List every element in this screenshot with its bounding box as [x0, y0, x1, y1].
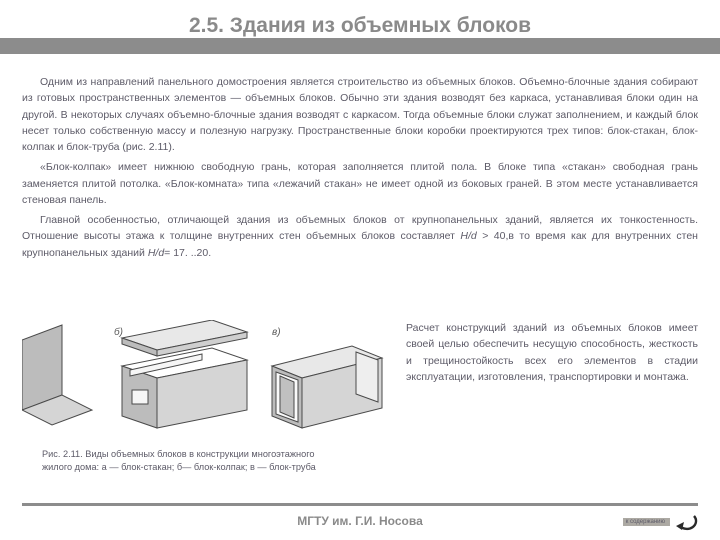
- figure-label-b: б): [114, 326, 123, 338]
- figure-label-v: в): [272, 327, 281, 338]
- paragraph-1: Одним из направлений панельного домостро…: [22, 74, 698, 155]
- figure-column: б) в): [22, 320, 392, 474]
- paragraph-3: Главной особенностью, отличающей здания …: [22, 212, 698, 261]
- lower-row: б) в): [22, 320, 698, 474]
- figure-2-11: б) в): [22, 320, 392, 440]
- p3-hd1: H/d: [460, 230, 476, 242]
- body-text: Одним из направлений панельного домостро…: [22, 74, 698, 265]
- back-to-contents-button[interactable]: к содержанию: [623, 512, 698, 532]
- back-button-label: к содержанию: [623, 518, 670, 526]
- return-arrow-icon: [674, 512, 698, 532]
- paragraph-4: Расчет конструкций зданий из объемных бл…: [406, 320, 698, 474]
- caption-line-1: Рис. 2.11. Виды объемных блоков в констр…: [42, 449, 314, 459]
- p3-post: = 17. ..20.: [164, 247, 211, 259]
- p3-hd2: H/d: [148, 247, 164, 259]
- page-title: 2.5. Здания из объемных блоков: [0, 14, 720, 38]
- paragraph-2: «Блок-колпак» имеет нижнюю свободную гра…: [22, 159, 698, 208]
- title-band: [0, 38, 720, 54]
- figure-caption: Рис. 2.11. Виды объемных блоков в констр…: [22, 448, 392, 474]
- caption-line-2: жилого дома: а — блок-стакан; б— блок-ко…: [42, 462, 316, 472]
- footer-divider: [22, 503, 698, 506]
- footer-text: МГТУ им. Г.И. Носова: [0, 514, 720, 528]
